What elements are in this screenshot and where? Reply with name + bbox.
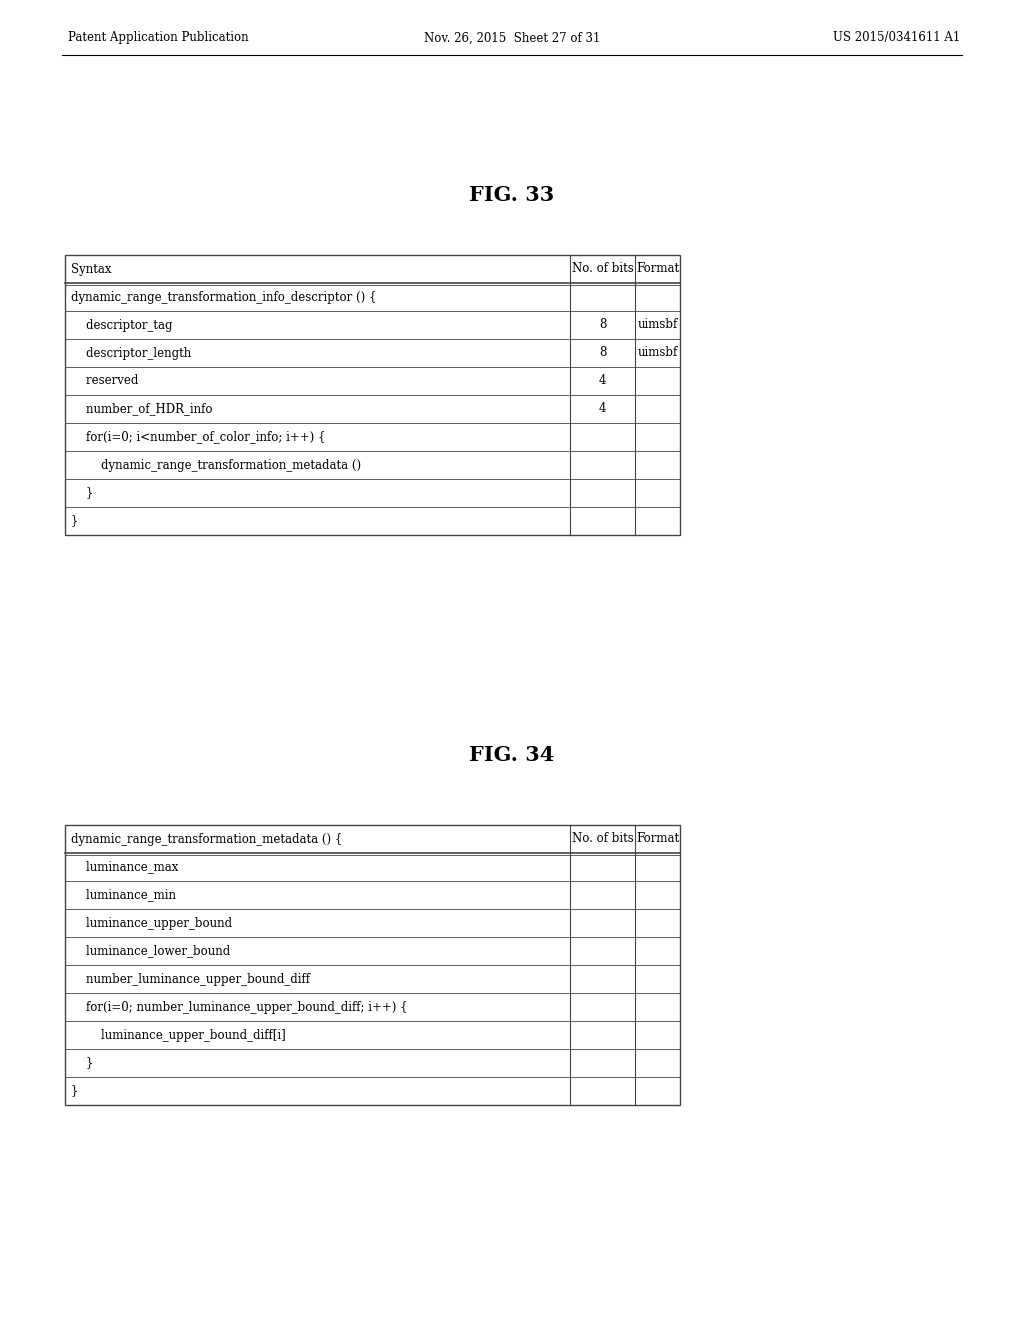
- Text: dynamic_range_transformation_info_descriptor () {: dynamic_range_transformation_info_descri…: [71, 290, 377, 304]
- Text: descriptor_length: descriptor_length: [71, 346, 191, 359]
- Text: Nov. 26, 2015  Sheet 27 of 31: Nov. 26, 2015 Sheet 27 of 31: [424, 32, 600, 45]
- Text: No. of bits: No. of bits: [571, 263, 634, 276]
- Text: 8: 8: [599, 318, 606, 331]
- Bar: [65, 255, 680, 535]
- Bar: [65, 825, 680, 1105]
- Text: luminance_max: luminance_max: [71, 861, 178, 874]
- Text: dynamic_range_transformation_metadata () {: dynamic_range_transformation_metadata ()…: [71, 833, 342, 846]
- Text: uimsbf: uimsbf: [637, 346, 678, 359]
- Text: No. of bits: No. of bits: [571, 833, 634, 846]
- Text: }: }: [71, 487, 93, 499]
- Text: US 2015/0341611 A1: US 2015/0341611 A1: [833, 32, 961, 45]
- Text: Syntax: Syntax: [71, 263, 112, 276]
- Text: number_luminance_upper_bound_diff: number_luminance_upper_bound_diff: [71, 973, 310, 986]
- Text: dynamic_range_transformation_metadata (): dynamic_range_transformation_metadata (): [71, 458, 361, 471]
- Text: 4: 4: [599, 403, 606, 416]
- Text: luminance_upper_bound: luminance_upper_bound: [71, 916, 232, 929]
- Text: reserved: reserved: [71, 375, 138, 388]
- Text: descriptor_tag: descriptor_tag: [71, 318, 172, 331]
- Text: uimsbf: uimsbf: [637, 318, 678, 331]
- Text: }: }: [71, 1085, 79, 1097]
- Text: }: }: [71, 1056, 93, 1069]
- Text: luminance_lower_bound: luminance_lower_bound: [71, 945, 230, 957]
- Text: 8: 8: [599, 346, 606, 359]
- Text: number_of_HDR_info: number_of_HDR_info: [71, 403, 213, 416]
- Text: Format: Format: [636, 833, 679, 846]
- Text: }: }: [71, 515, 79, 528]
- Text: FIG. 33: FIG. 33: [469, 185, 555, 205]
- Text: Patent Application Publication: Patent Application Publication: [68, 32, 249, 45]
- Text: FIG. 34: FIG. 34: [469, 744, 555, 766]
- Text: luminance_upper_bound_diff[i]: luminance_upper_bound_diff[i]: [71, 1028, 286, 1041]
- Text: luminance_min: luminance_min: [71, 888, 176, 902]
- Text: 4: 4: [599, 375, 606, 388]
- Text: for(i=0; number_luminance_upper_bound_diff; i++) {: for(i=0; number_luminance_upper_bound_di…: [71, 1001, 408, 1014]
- Text: for(i=0; i<number_of_color_info; i++) {: for(i=0; i<number_of_color_info; i++) {: [71, 430, 326, 444]
- Text: Format: Format: [636, 263, 679, 276]
